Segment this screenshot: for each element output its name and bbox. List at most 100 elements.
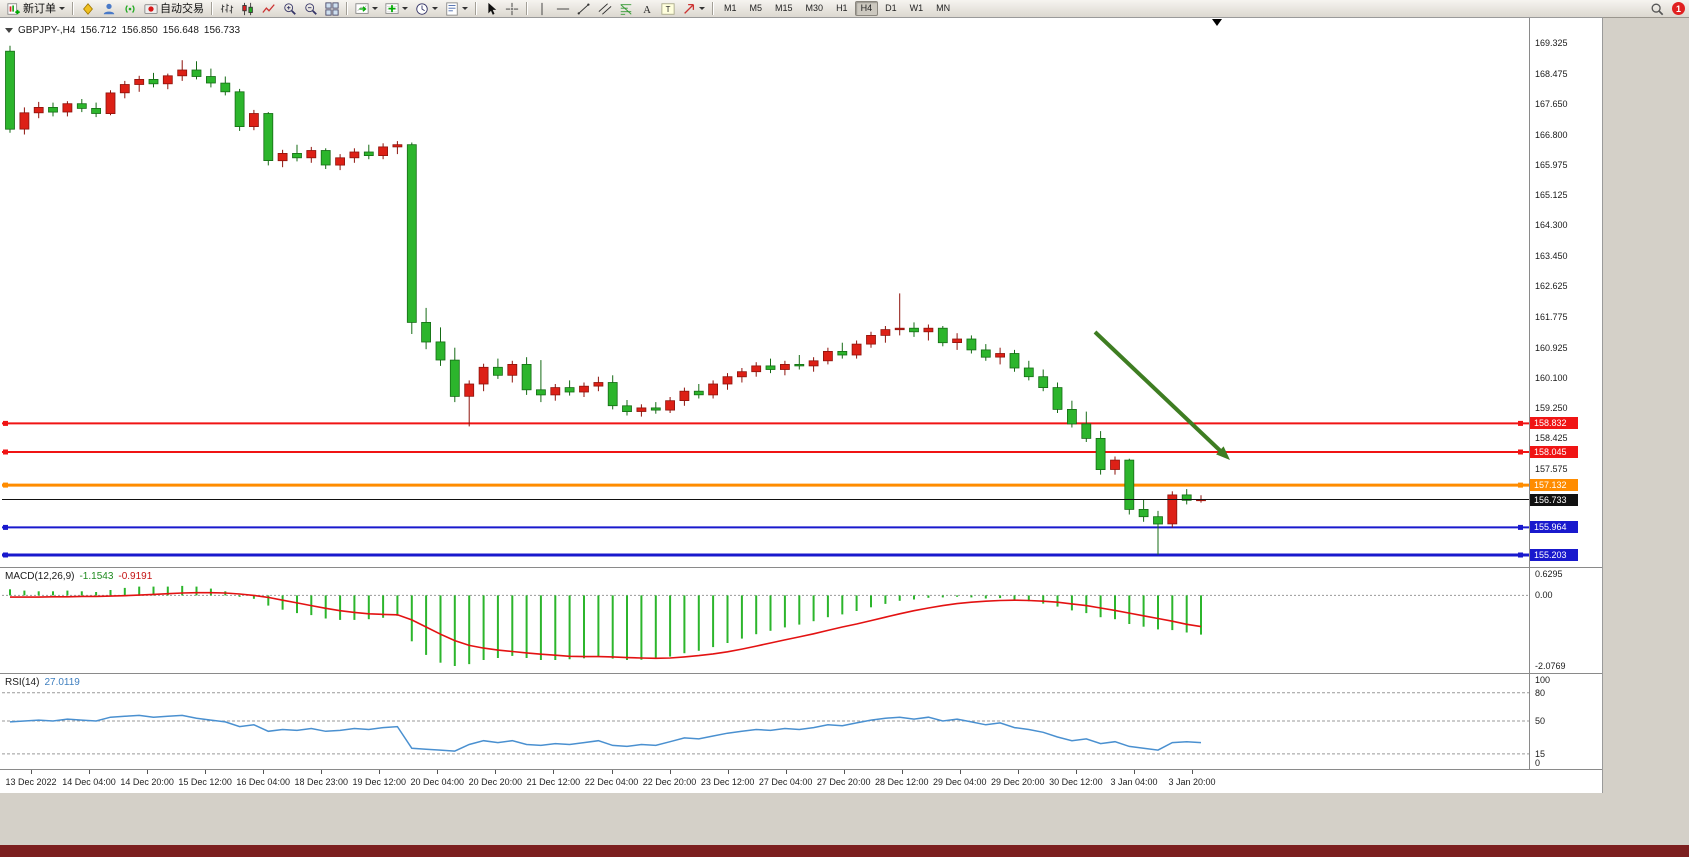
horizontal-line-button[interactable] [553, 0, 573, 18]
chart-menu-arrow[interactable] [5, 27, 13, 33]
time-axis-tick [901, 770, 903, 774]
auto-scroll-button[interactable] [352, 0, 381, 18]
time-axis-label: 22 Dec 20:00 [642, 777, 697, 787]
price-scale-label: 161.775 [1535, 311, 1568, 322]
time-axis-label: 29 Dec 20:00 [991, 777, 1045, 787]
templates-button[interactable] [442, 0, 471, 18]
price-tag: 158.045 [1530, 446, 1578, 458]
trendline-icon [577, 2, 591, 16]
price-tag: 155.203 [1530, 549, 1578, 561]
bar-chart-button[interactable] [217, 0, 237, 18]
macd-scale-label: 0.00 [1535, 590, 1553, 601]
zoom-in-button[interactable] [280, 0, 300, 18]
periods-button[interactable] [412, 0, 441, 18]
price-scale-label: 168.475 [1535, 68, 1568, 79]
new-order-button-label: 新订单 [23, 2, 56, 15]
timeframe-m1-button[interactable]: M1 [724, 3, 737, 13]
rsi-scale-label: 0 [1535, 758, 1541, 768]
price-scale-label: 160.925 [1535, 342, 1568, 353]
macd-pane-canvas[interactable] [2, 568, 1529, 672]
notification-badge[interactable]: 1 [1672, 2, 1685, 15]
autotrading-button[interactable]: 自动交易 [141, 0, 207, 18]
macd-main-value: -1.1543 [79, 571, 114, 582]
text-button[interactable]: A [637, 0, 657, 18]
timeframe-mn-button[interactable]: MN [936, 3, 951, 13]
time-axis-label: 27 Dec 20:00 [816, 777, 871, 787]
crosshair-button[interactable] [502, 0, 522, 18]
ohlc-low: 156.648 [162, 25, 199, 36]
pane-divider[interactable] [0, 673, 1602, 674]
time-axis-tick [727, 770, 729, 774]
indicators-button[interactable] [382, 0, 411, 18]
cursor-button[interactable] [481, 0, 501, 18]
timeframe-m5-button[interactable]: M5 [749, 3, 763, 13]
time-axis-tick [843, 770, 845, 774]
rsi-scale-label: 100 [1535, 675, 1551, 685]
rsi-scale-label: 80 [1535, 687, 1546, 698]
tile-windows-button[interactable] [322, 0, 342, 18]
price-scale[interactable]: 169.325 168.475 167.650 166.800 165.975 165.1… [1529, 18, 1601, 769]
price-line[interactable] [2, 552, 1529, 558]
search-button[interactable] [1647, 0, 1667, 18]
trend-arrow[interactable] [1093, 330, 1230, 460]
profiles-button[interactable] [99, 0, 119, 18]
time-axis-label: 14 Dec 04:00 [62, 777, 116, 787]
svg-text:T: T [666, 5, 671, 14]
time-axis-label: 14 Dec 20:00 [120, 777, 174, 787]
zoom-out-button[interactable] [301, 0, 321, 18]
timeframe-m30-button[interactable]: M30 [805, 3, 824, 13]
cursor-icon [484, 2, 498, 16]
channel-icon [598, 2, 612, 16]
price-line[interactable] [2, 449, 1529, 455]
toolbar-separator [211, 2, 213, 15]
auto-scroll-icon [355, 2, 369, 16]
text-label-button[interactable]: T [658, 0, 678, 18]
line-chart-button[interactable] [259, 0, 279, 18]
arrows-button[interactable] [679, 0, 708, 18]
time-axis-tick [1192, 770, 1193, 774]
chevron-down-icon [372, 7, 378, 10]
ohlc-open: 156.712 [80, 25, 117, 36]
toolbar: 新订单 自动交易 A T M1 M5 M15 M30 H1 H4 D1 W1 MN 1 [0, 0, 1689, 18]
metaeditor-button[interactable] [78, 0, 98, 18]
time-axis-label: 18 Dec 23:00 [294, 777, 349, 787]
time-axis[interactable]: 13 Dec 2022 14 Dec 04:00 14 Dec 20:00 15 De… [0, 769, 1602, 793]
price-scale-label: 162.625 [1535, 280, 1568, 291]
price-tag: 157.132 [1530, 479, 1578, 492]
profiles-icon [102, 2, 116, 16]
time-axis-label: 15 Dec 12:00 [178, 777, 232, 787]
timeframe-d1-button[interactable]: D1 [885, 3, 897, 13]
templates-icon [445, 1, 459, 16]
price-scale-label: 169.325 [1535, 38, 1568, 48]
vertical-line-button[interactable] [532, 0, 552, 18]
fibonacci-button[interactable] [616, 0, 636, 18]
time-axis-label: 27 Dec 04:00 [758, 777, 813, 787]
time-axis-tick [379, 770, 381, 774]
signals-icon [123, 2, 137, 16]
macd-signal-value: -0.9191 [118, 571, 153, 582]
time-axis-label: 20 Dec 04:00 [410, 777, 465, 787]
rsi-pane-canvas[interactable] [2, 674, 1529, 768]
new-order-button[interactable]: 新订单 [4, 0, 68, 18]
channel-button[interactable] [595, 0, 615, 18]
price-scale-label: 164.300 [1535, 220, 1568, 231]
time-axis-tick [959, 770, 961, 774]
price-tag: 156.733 [1530, 493, 1578, 506]
candlestick-button[interactable] [238, 0, 258, 18]
price-line[interactable] [2, 420, 1529, 426]
new-order-icon [7, 2, 21, 16]
timeframe-w1-button[interactable]: W1 [909, 3, 924, 13]
candles [5, 45, 1206, 555]
price-scale-label: 159.250 [1535, 403, 1568, 414]
price-line[interactable] [2, 482, 1529, 488]
rsi-header: RSI(14) 27.0119 [5, 677, 85, 688]
time-marker-triangle [1212, 19, 1222, 26]
price-line[interactable] [2, 524, 1529, 530]
timeframe-h4-button[interactable]: H4 [854, 1, 879, 16]
timeframe-h1-button[interactable]: H1 [836, 3, 848, 13]
trendline-button[interactable] [574, 0, 594, 18]
price-pane-canvas[interactable] [2, 28, 1529, 566]
pane-divider[interactable] [0, 567, 1602, 568]
signals-button[interactable] [120, 0, 140, 18]
timeframe-m15-button[interactable]: M15 [775, 3, 793, 13]
